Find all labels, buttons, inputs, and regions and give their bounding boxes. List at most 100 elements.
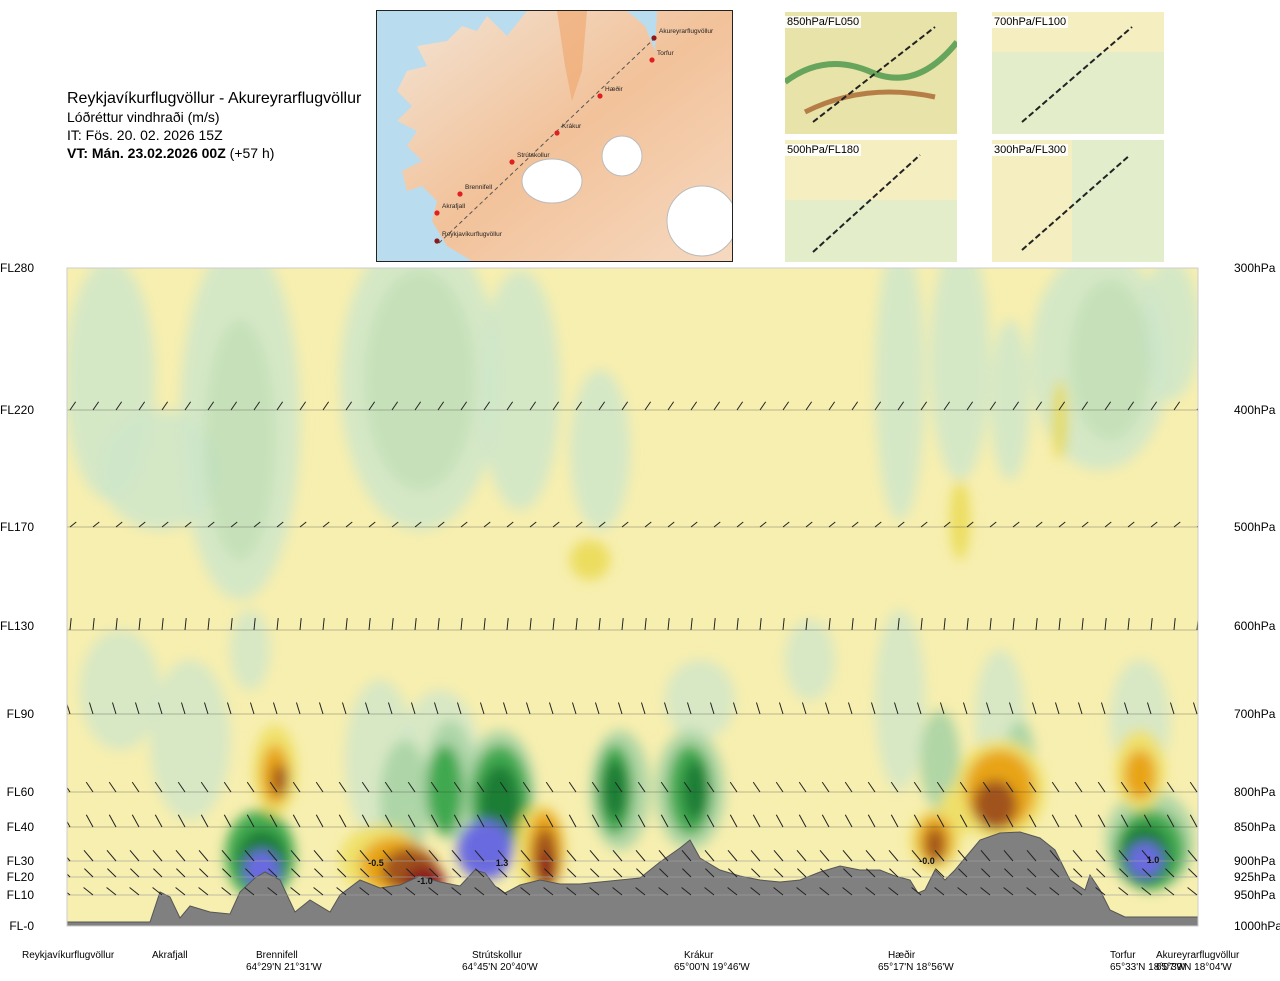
waypoint-name: Reykjavíkurflugvöllur	[22, 950, 115, 961]
wind-barb	[176, 868, 186, 878]
wind-barb	[392, 268, 393, 269]
wind-barb	[870, 702, 876, 715]
route-waypoint-name: Krákur	[562, 123, 582, 130]
wind-barb	[934, 887, 945, 896]
wind-barb	[152, 849, 163, 862]
velocity-contour	[570, 540, 610, 580]
wind-barb	[893, 702, 899, 715]
flight-level-label: FL20	[6, 870, 34, 884]
wind-barb	[223, 814, 232, 828]
velocity-contour	[920, 710, 960, 810]
wind-barb	[1005, 814, 1014, 828]
route-waypoint-dot	[434, 238, 440, 244]
wind-barb	[851, 618, 854, 631]
velocity-contour	[427, 745, 463, 835]
route-waypoint-dot	[597, 93, 603, 99]
wind-barb	[612, 887, 623, 896]
wind-barb	[341, 702, 347, 715]
wind-barb	[737, 268, 738, 269]
wind-barb	[292, 814, 301, 828]
wind-barb	[453, 814, 462, 828]
wind-barb	[460, 521, 468, 528]
velocity-field	[67, 268, 1198, 900]
wind-barb	[1164, 887, 1175, 896]
wind-barb	[318, 702, 324, 715]
wind-barb	[198, 849, 209, 862]
velocity-contour	[1070, 280, 1150, 440]
wind-barb	[529, 618, 532, 631]
wind-barb	[1074, 814, 1083, 828]
wind-barb	[867, 814, 876, 828]
wind-barb	[1146, 702, 1152, 715]
route-waypoint-name: Torfur	[657, 50, 674, 57]
wind-barb	[522, 781, 531, 793]
wind-barb	[322, 401, 330, 411]
wind-barb	[594, 702, 600, 715]
wind-barb	[106, 849, 117, 862]
wind-barb	[1187, 887, 1198, 896]
wind-barb	[437, 618, 440, 631]
waypoint-name: Akrafjall	[152, 950, 188, 961]
wind-barb	[773, 887, 784, 896]
wind-barb	[69, 618, 72, 631]
wind-barb	[522, 814, 531, 828]
wind-barbs	[67, 268, 1198, 896]
wind-barb	[253, 401, 261, 411]
wind-barb	[889, 868, 899, 878]
wind-barb	[1118, 887, 1129, 896]
wind-barb	[575, 401, 583, 411]
mini-map-300-label: 300hPa/FL300	[992, 144, 1069, 156]
wind-barb	[982, 781, 991, 793]
wind-barb	[1058, 521, 1066, 528]
wind-barb	[1012, 521, 1020, 528]
wind-barb	[207, 401, 215, 411]
wind-barb	[888, 849, 899, 862]
wind-barb	[851, 401, 859, 411]
wind-barb	[913, 814, 922, 828]
wind-barb	[962, 702, 968, 715]
wind-barb	[138, 401, 146, 411]
pressure-level-label: 900hPa	[1234, 854, 1276, 868]
wind-barb	[828, 521, 836, 528]
wind-barb	[1151, 268, 1152, 269]
wind-barb	[759, 521, 767, 528]
wind-barb	[253, 618, 256, 631]
velocity-contour	[925, 827, 945, 863]
wind-barb	[1127, 521, 1135, 528]
waypoint-name: Brennifell	[256, 950, 298, 961]
wind-barb	[525, 702, 531, 715]
route-waypoint-name: Akrafjall	[442, 203, 466, 210]
wind-barb	[713, 618, 716, 631]
velocity-contour	[875, 610, 925, 790]
velocity-contour	[150, 660, 230, 820]
pressure-level-label: 400hPa	[1234, 403, 1276, 417]
wind-barb	[175, 887, 186, 896]
wind-barb	[428, 849, 439, 862]
wind-barb	[1150, 521, 1158, 528]
wind-barb	[821, 781, 830, 793]
wind-barb	[897, 521, 905, 528]
velocity-contour	[365, 270, 475, 490]
wind-barb	[231, 268, 232, 269]
wind-barb	[521, 868, 531, 878]
wind-barb	[107, 868, 117, 878]
wind-barb	[913, 781, 922, 793]
wind-barb	[690, 521, 698, 528]
wind-barb	[451, 849, 462, 862]
wind-barb	[727, 849, 738, 862]
velocity-contour	[1124, 750, 1156, 800]
wind-barb	[200, 814, 209, 828]
wind-barb	[244, 849, 255, 862]
wind-barb	[129, 887, 140, 896]
wind-barb	[866, 868, 876, 878]
wind-barb	[867, 781, 876, 793]
flight-level-label: FL130	[0, 619, 35, 633]
contour-value-label: -0.0	[919, 856, 935, 866]
wind-barb	[1008, 702, 1014, 715]
mini-map-850: 850hPa/FL050	[785, 12, 957, 134]
wind-barb	[683, 814, 692, 828]
wind-barb	[92, 401, 100, 411]
wind-barb	[821, 814, 830, 828]
waypoint-name: Krákur	[684, 950, 714, 961]
wind-barb	[1058, 618, 1061, 631]
